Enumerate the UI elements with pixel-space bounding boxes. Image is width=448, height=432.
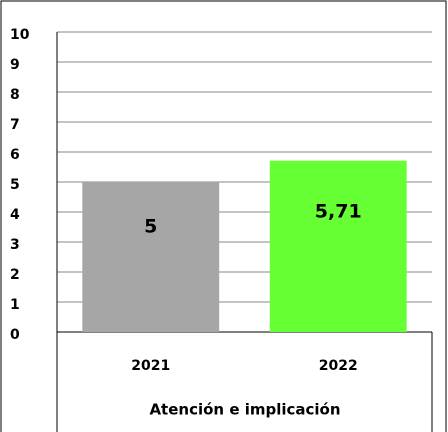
y-tick-label: 10 — [10, 27, 30, 43]
y-tick-label: 7 — [10, 117, 20, 133]
y-tick-label: 2 — [10, 267, 20, 283]
y-tick-label: 0 — [10, 327, 20, 343]
x-axis-title: Atención e implicación — [149, 401, 340, 419]
data-label: 5,71 — [315, 201, 362, 223]
y-tick-label: 9 — [10, 57, 20, 73]
x-tick-label: 2021 — [131, 358, 170, 374]
y-tick-label: 8 — [10, 87, 20, 103]
y-tick-label: 4 — [10, 207, 20, 223]
data-label: 5 — [144, 216, 157, 238]
bar — [269, 160, 407, 332]
bar — [82, 182, 220, 332]
y-tick-label: 6 — [10, 147, 20, 163]
y-tick-label: 3 — [10, 237, 20, 253]
y-tick-label: 1 — [10, 297, 20, 313]
y-tick-label: 5 — [10, 177, 20, 193]
x-tick-label: 2022 — [319, 358, 358, 374]
